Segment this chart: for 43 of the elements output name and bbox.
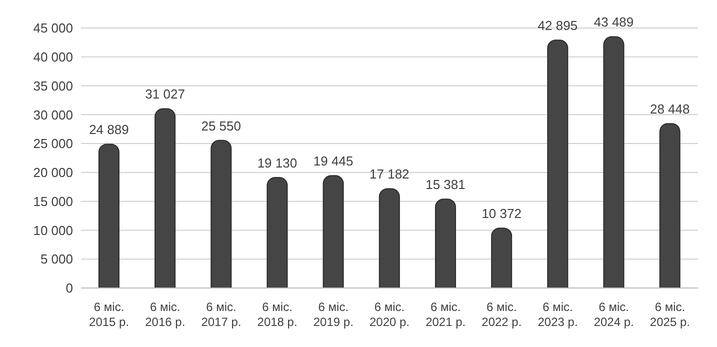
y-tick-label: 10 000: [33, 222, 73, 238]
data-label: 28 448: [650, 102, 690, 117]
x-tick-label: 6 міс. 2021 р.: [426, 300, 466, 329]
x-tick-label: 6 міс. 2017 р.: [201, 300, 242, 329]
data-label: 43 489: [594, 14, 634, 30]
bar: [98, 144, 120, 288]
data-label: 10 372: [482, 206, 522, 222]
y-tick-label: 45 000: [33, 20, 73, 36]
x-tick-label: 6 міс. 2022 р.: [482, 300, 522, 329]
y-tick-label: 30 000: [33, 107, 73, 122]
y-tick-label: 35 000: [33, 78, 73, 94]
data-label: 19 130: [257, 155, 298, 170]
x-tick-label: 6 міс. 2023 р.: [538, 300, 578, 329]
bar: [322, 175, 344, 288]
data-label: 31 027: [145, 86, 185, 102]
y-tick-label: 5 000: [40, 252, 73, 267]
data-label: 25 550: [201, 118, 242, 134]
bar: [547, 40, 568, 288]
bar: [603, 36, 624, 288]
y-tick-label: 40 000: [33, 50, 73, 65]
bar: [154, 108, 176, 288]
y-tick-label: 25 000: [33, 136, 73, 152]
bar: [210, 140, 232, 288]
bar: [491, 228, 512, 288]
data-label: 15 381: [426, 177, 466, 192]
bar: [434, 198, 456, 288]
data-label: 19 445: [313, 154, 354, 169]
bar: [659, 123, 680, 288]
data-label: 24 889: [89, 122, 129, 138]
x-tick-label: 6 міс. 2020 р.: [369, 300, 410, 329]
bar: [266, 176, 288, 288]
x-tick-label: 6 міс. 2016 р.: [145, 300, 186, 329]
data-label: 17 182: [370, 166, 410, 182]
x-tick-label: 6 міс. 2015 р.: [89, 300, 130, 329]
y-tick-label: 0: [66, 280, 73, 296]
x-tick-label: 6 міс. 2019 р.: [313, 300, 354, 329]
bar: [378, 188, 400, 288]
y-tick-label: 20 000: [33, 165, 73, 180]
x-tick-label: 6 міс. 2018 р.: [257, 300, 298, 329]
data-label: 42 895: [538, 18, 578, 34]
x-tick-label: 6 міс. 2024 р.: [594, 300, 634, 329]
y-tick-label: 15 000: [33, 194, 73, 209]
x-tick-label: 6 міс. 2025 р.: [650, 300, 690, 329]
